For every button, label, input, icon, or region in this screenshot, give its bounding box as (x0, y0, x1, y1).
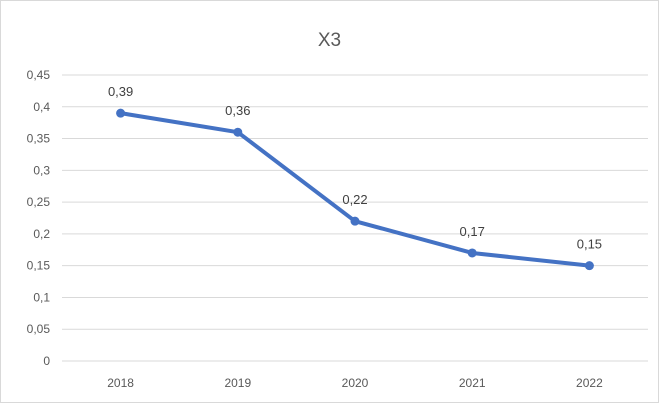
y-tick-label: 0,45 (27, 68, 51, 82)
data-label: 0,39 (108, 84, 133, 99)
y-tick-label: 0,15 (27, 259, 51, 273)
x-tick-label: 2020 (342, 376, 369, 390)
y-tick-label: 0,1 (33, 290, 50, 304)
data-label: 0,17 (460, 224, 485, 239)
data-point (467, 248, 477, 258)
data-point (584, 261, 594, 271)
x-tick-label: 2018 (107, 376, 134, 390)
data-label: 0,22 (342, 192, 367, 207)
y-tick-label: 0,4 (33, 100, 50, 114)
y-tick-label: 0,25 (27, 195, 51, 209)
x-tick-label: 2021 (459, 376, 486, 390)
y-tick-label: 0 (43, 354, 50, 368)
chart-title: X3 (317, 30, 342, 51)
x-tick-label: 2019 (224, 376, 251, 390)
data-label: 0,15 (577, 237, 602, 252)
data-point (350, 216, 360, 226)
series-line (118, 111, 592, 268)
data-point (116, 108, 126, 118)
y-tick-label: 0,3 (33, 163, 50, 177)
y-tick-label: 0,05 (27, 322, 51, 336)
y-tick-label: 0,35 (27, 132, 51, 146)
data-label: 0,36 (225, 103, 250, 118)
y-tick-label: 0,2 (33, 227, 50, 241)
data-point (233, 127, 243, 137)
x-tick-label: 2022 (576, 376, 603, 390)
